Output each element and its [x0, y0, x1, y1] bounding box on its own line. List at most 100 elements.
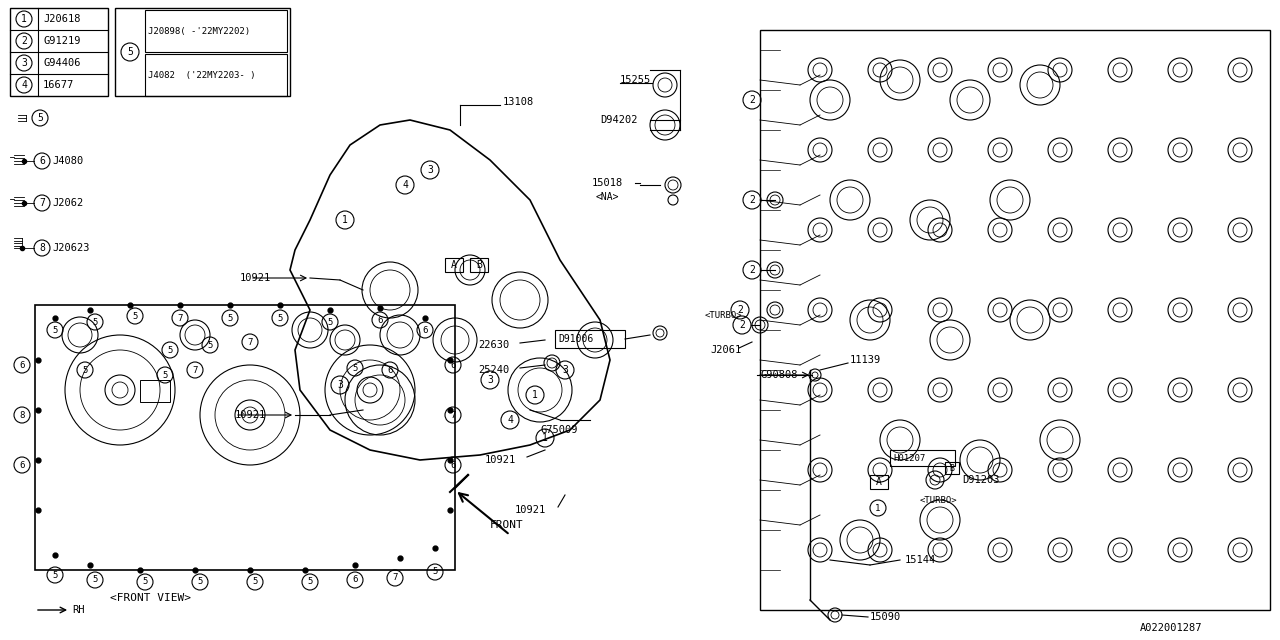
Text: 6: 6 — [19, 360, 24, 369]
Text: 11139: 11139 — [850, 355, 881, 365]
Bar — [445, 258, 463, 272]
Text: 7: 7 — [451, 410, 456, 419]
Text: 6: 6 — [388, 365, 393, 374]
Text: 6: 6 — [352, 575, 357, 584]
Text: 2: 2 — [20, 36, 27, 46]
Text: 5: 5 — [82, 365, 88, 374]
Text: 3: 3 — [428, 165, 433, 175]
Bar — [10, 8, 108, 96]
Text: 6: 6 — [378, 316, 383, 324]
Text: 5: 5 — [433, 568, 438, 577]
Text: J2061: J2061 — [710, 345, 741, 355]
Text: 2: 2 — [739, 320, 745, 330]
Text: J4082  ('22MY2203- ): J4082 ('22MY2203- ) — [148, 70, 256, 79]
Text: 15255: 15255 — [620, 75, 652, 85]
Text: 3: 3 — [337, 380, 343, 390]
Text: 2: 2 — [749, 195, 755, 205]
Text: <FRONT VIEW>: <FRONT VIEW> — [110, 593, 191, 603]
Text: 10921: 10921 — [236, 410, 266, 420]
Text: B: B — [950, 463, 955, 472]
Text: 5: 5 — [352, 364, 357, 372]
Text: 1: 1 — [20, 14, 27, 24]
Text: 3: 3 — [562, 365, 568, 375]
Text: 5: 5 — [278, 314, 283, 323]
Text: 7: 7 — [40, 198, 45, 208]
Text: H01207: H01207 — [893, 454, 925, 463]
Text: J20623: J20623 — [52, 243, 90, 253]
Text: 16677: 16677 — [44, 80, 74, 90]
Text: A022001287: A022001287 — [1140, 623, 1202, 633]
Text: 5: 5 — [37, 113, 44, 123]
Text: 5: 5 — [127, 47, 133, 57]
Text: 13108: 13108 — [503, 97, 534, 107]
Text: 1: 1 — [541, 433, 548, 443]
Text: D91006: D91006 — [558, 334, 593, 344]
Text: 22630: 22630 — [477, 340, 509, 350]
Text: A: A — [451, 260, 457, 270]
Bar — [140, 380, 170, 402]
Text: <TURBO>: <TURBO> — [705, 310, 742, 319]
Text: J2062: J2062 — [52, 198, 83, 208]
Text: 5: 5 — [328, 317, 333, 326]
Text: D94202: D94202 — [600, 115, 637, 125]
Text: 5: 5 — [92, 575, 97, 584]
Text: 15018: 15018 — [593, 178, 623, 188]
Text: 4: 4 — [20, 80, 27, 90]
Text: J4080: J4080 — [52, 156, 83, 166]
Text: J20618: J20618 — [44, 14, 81, 24]
Text: 10921: 10921 — [485, 455, 516, 465]
Text: 8: 8 — [40, 243, 45, 253]
Text: 8: 8 — [19, 410, 24, 419]
Bar — [470, 258, 488, 272]
Text: 15144: 15144 — [905, 555, 936, 565]
Text: 6: 6 — [451, 461, 456, 470]
Text: 6: 6 — [19, 461, 24, 470]
Text: 5: 5 — [197, 577, 202, 586]
Text: G94406: G94406 — [44, 58, 81, 68]
Bar — [145, 54, 287, 96]
Text: 25240: 25240 — [477, 365, 509, 375]
Text: 10921: 10921 — [241, 273, 271, 283]
Text: <TURBO>: <TURBO> — [920, 495, 957, 504]
Text: 4: 4 — [507, 415, 513, 425]
Text: 1: 1 — [342, 215, 348, 225]
Text: 1: 1 — [532, 390, 538, 400]
Text: 5: 5 — [52, 326, 58, 335]
Bar — [870, 475, 888, 489]
Text: FRONT: FRONT — [490, 520, 524, 530]
Bar — [945, 462, 959, 474]
Text: 1: 1 — [876, 504, 881, 513]
Text: 7: 7 — [392, 573, 398, 582]
Text: 6: 6 — [451, 360, 456, 369]
Text: 2: 2 — [749, 265, 755, 275]
Bar — [556, 330, 625, 348]
Text: 5: 5 — [307, 577, 312, 586]
Text: 6: 6 — [40, 156, 45, 166]
Text: 4: 4 — [402, 180, 408, 190]
Text: 5: 5 — [92, 317, 97, 326]
Text: G90808: G90808 — [760, 370, 797, 380]
Text: D91203: D91203 — [963, 475, 1000, 485]
Text: 5: 5 — [163, 371, 168, 380]
Text: 6: 6 — [422, 326, 428, 335]
Text: 7: 7 — [192, 365, 197, 374]
Bar — [145, 10, 287, 52]
Text: 5: 5 — [207, 340, 212, 349]
Text: J20898( -'22MY2202): J20898( -'22MY2202) — [148, 26, 250, 35]
Text: 5: 5 — [52, 570, 58, 579]
Text: 15090: 15090 — [870, 612, 901, 622]
Text: 10921: 10921 — [515, 505, 547, 515]
Text: 5: 5 — [168, 346, 173, 355]
Text: 2: 2 — [737, 305, 742, 315]
Text: 5: 5 — [142, 577, 147, 586]
Text: 3: 3 — [488, 375, 493, 385]
Text: 5: 5 — [252, 577, 257, 586]
Text: G91219: G91219 — [44, 36, 81, 46]
Text: 5: 5 — [228, 314, 233, 323]
Text: 3: 3 — [20, 58, 27, 68]
Text: 7: 7 — [247, 337, 252, 346]
Text: 7: 7 — [178, 314, 183, 323]
Text: 5: 5 — [132, 312, 138, 321]
Bar — [115, 8, 291, 96]
Text: B: B — [476, 260, 483, 270]
